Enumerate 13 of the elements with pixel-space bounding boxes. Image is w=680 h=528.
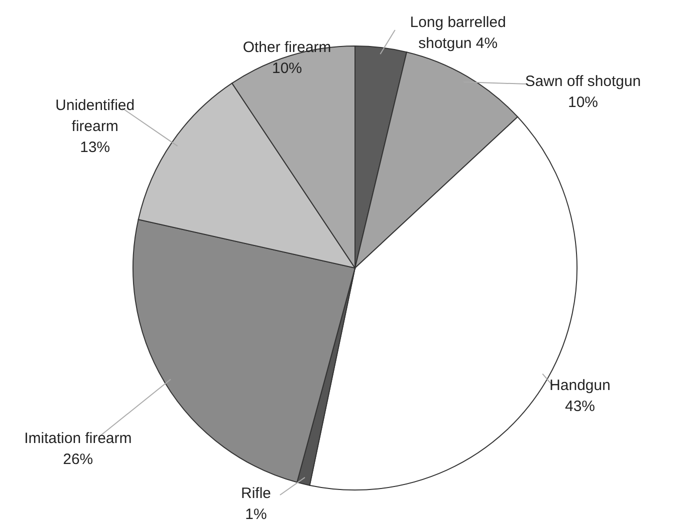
slice-label: Handgun <box>550 377 610 394</box>
data-label: 26% <box>62 451 94 468</box>
data-label: 13% <box>80 139 110 156</box>
slice-label: Other firearm <box>242 39 332 56</box>
slice-label: Unidentified firearm <box>55 97 135 135</box>
data-label: 1% <box>245 506 267 523</box>
slice-label: Long barrelled shotgun 4% <box>410 14 506 52</box>
slice-label: Imitation firearm <box>24 430 132 447</box>
data-label: 10% <box>568 94 598 111</box>
slice-label: Sawn off shotgun <box>525 73 641 90</box>
data-label: 10% <box>272 60 302 77</box>
data-label: 43% <box>564 398 596 415</box>
slice-label: Rifle <box>240 485 272 502</box>
